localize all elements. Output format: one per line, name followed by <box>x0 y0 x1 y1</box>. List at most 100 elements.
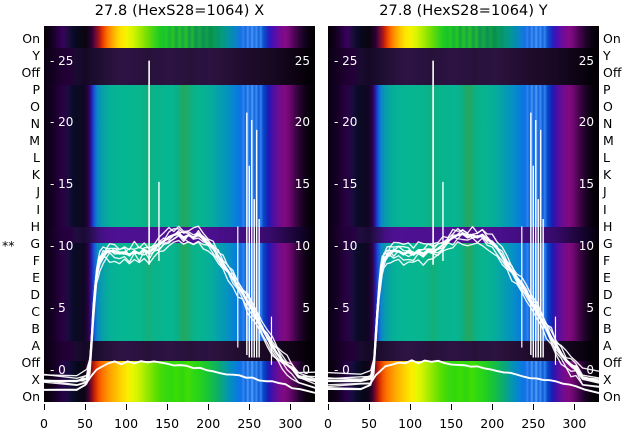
x-tick-label: 50 <box>77 416 93 431</box>
category-label-a-18: A <box>603 337 612 353</box>
category-label-p-3: P <box>603 82 611 98</box>
heatmap-bands-left <box>44 26 315 402</box>
panel-title-right: 27.8 (HexS28=1064) Y <box>379 3 548 19</box>
category-label-l-7: L <box>33 150 40 166</box>
heatmap-band-upper-dark <box>328 48 599 85</box>
y-tick-label: 20 <box>578 115 594 130</box>
x-tick-mark <box>126 404 128 410</box>
x-tick-label: 150 <box>155 416 180 431</box>
overlay-traces-right <box>328 60 599 394</box>
category-label-y-1: Y <box>603 48 611 64</box>
x-tick-label: 0 <box>324 416 332 431</box>
x-tick-mark <box>167 404 169 410</box>
category-axis-left: On Y Off P O N M L K J I H G ** F E D C B A Off X On <box>0 0 44 440</box>
x-tick-mark <box>574 404 576 410</box>
category-label-c-16: C <box>31 303 40 319</box>
x-tick-mark <box>492 404 494 410</box>
y-tick-label: 10 <box>578 239 594 254</box>
y-tick-label: - 5 <box>334 301 350 315</box>
x-tick-label: 250 <box>237 416 262 431</box>
y-tick-label: - 0 <box>334 362 350 377</box>
x-tick-mark <box>328 404 329 410</box>
x-tick-mark <box>410 404 412 410</box>
panel-title-left: 27.8 (HexS28=1064) X <box>94 3 265 19</box>
category-label-on-21: On <box>22 389 40 405</box>
x-tick-mark <box>290 404 292 410</box>
y-tick-label: - 0 <box>50 362 66 377</box>
category-label-i-10: I <box>36 201 40 217</box>
x-tick-mark <box>249 404 251 410</box>
category-label-off-2: Off <box>21 65 40 81</box>
category-label-e-14: E <box>603 269 611 285</box>
category-label-f-13: F <box>32 252 40 268</box>
x-tick-mark <box>533 404 535 410</box>
category-label-off-2: Off <box>603 65 622 81</box>
category-label-m-6: M <box>603 133 614 149</box>
x-tick-label: 0 <box>40 416 48 431</box>
category-label-c-16: C <box>603 303 612 319</box>
x-tick-mark <box>208 404 210 410</box>
heatmap-band-top-rainbow <box>328 26 599 48</box>
x-tick-label: 250 <box>521 416 546 431</box>
x-tick-mark <box>85 404 87 410</box>
y-tick-label: - 5 <box>50 301 66 315</box>
y-tick-label: 25 <box>578 53 594 68</box>
category-label-o-4: O <box>30 99 40 115</box>
category-label-off-19: Off <box>603 354 622 370</box>
x-tick-label: 50 <box>361 416 377 431</box>
category-label-n-5: N <box>30 116 40 132</box>
category-label-g-12: G <box>603 235 613 251</box>
heatmap-panel-left[interactable]: - 25 - 20 - 15 - 10 - 5 - 0 25 20 15 10 5 0 <box>44 26 315 402</box>
y-tick-label: - 10 <box>50 239 74 254</box>
category-marker-star: ** <box>2 237 15 253</box>
x-tick-label: 150 <box>439 416 464 431</box>
x-tick-label: 100 <box>398 416 423 431</box>
heatmap-band-main-teal <box>44 85 315 227</box>
x-tick-mark <box>369 404 371 410</box>
heatmap-band-upper-dark <box>44 48 315 85</box>
category-label-d-15: D <box>30 286 40 302</box>
x-tick-label: 300 <box>278 416 303 431</box>
overlay-traces-left <box>44 60 315 394</box>
category-label-x-20: X <box>603 372 612 387</box>
category-label-l-7: L <box>603 150 610 166</box>
category-label-y-1: Y <box>32 48 40 64</box>
category-label-e-14: E <box>32 269 40 285</box>
category-label-p-3: P <box>32 82 40 98</box>
category-label-h-11: H <box>603 218 613 234</box>
category-label-g-12: G <box>30 235 40 251</box>
y-tick-label: - 25 <box>334 53 358 68</box>
y-tick-label: - 15 <box>334 177 358 192</box>
category-label-m-6: M <box>29 133 40 149</box>
y-tick-label: - 20 <box>334 115 358 130</box>
y-tick-label: 5 <box>302 301 310 315</box>
y-tick-label: 0 <box>302 362 310 377</box>
category-label-on-0: On <box>603 31 621 46</box>
category-label-f-13: F <box>603 252 611 268</box>
category-label-on-21: On <box>603 389 621 405</box>
y-tick-label: - 15 <box>50 177 74 192</box>
heatmap-band-main-teal-2 <box>44 243 315 341</box>
heatmap-bands-right <box>328 26 599 402</box>
x-tick-label: 200 <box>196 416 221 431</box>
x-tick-mark <box>451 404 453 410</box>
category-label-a-18: A <box>31 337 40 353</box>
heatmap-panel-right[interactable]: - 25 - 20 - 15 - 10 - 5 - 0 25 20 15 10 5 0 <box>328 26 599 402</box>
heatmap-band-main-teal-2 <box>328 243 599 341</box>
category-label-j-9: J <box>36 184 40 200</box>
y-tick-label: - 25 <box>50 53 74 68</box>
y-tick-label: 15 <box>294 177 310 192</box>
category-label-i-10: I <box>603 201 607 217</box>
y-tick-label: 25 <box>294 53 310 68</box>
y-tick-label: 20 <box>294 115 310 130</box>
category-label-n-5: N <box>603 116 613 132</box>
heatmap-band-main-teal <box>328 85 599 227</box>
y-tick-label: 15 <box>578 177 594 192</box>
category-axis-right: On Y Off P O N M L K J I H G F E D C B A Off X On <box>599 0 640 440</box>
y-tick-label: 10 <box>294 239 310 254</box>
y-tick-label: 5 <box>586 301 594 315</box>
category-label-h-11: H <box>30 218 40 234</box>
category-label-o-4: O <box>603 99 613 115</box>
y-tick-label: - 20 <box>50 115 74 130</box>
